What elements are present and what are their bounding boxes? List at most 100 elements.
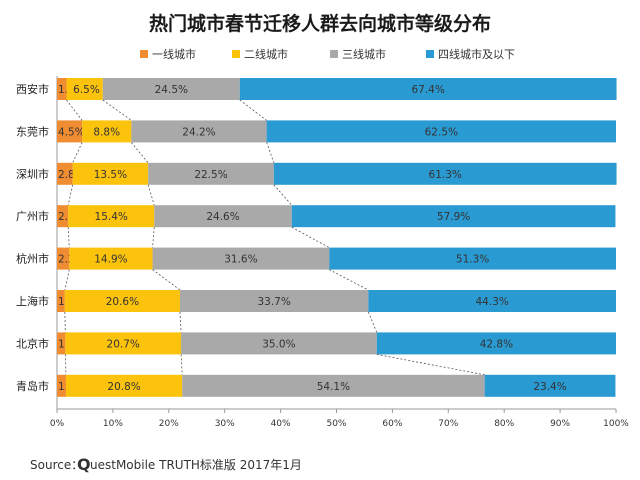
x-tick-label: 0% xyxy=(50,419,65,429)
data-label: 6.5% xyxy=(73,84,100,96)
connector-line xyxy=(67,184,74,206)
source-prefix: Source： xyxy=(30,458,83,472)
x-tick-label: 30% xyxy=(215,419,235,429)
legend-label: 二线城市 xyxy=(244,47,288,61)
x-tick-label: 50% xyxy=(326,419,346,429)
bar-segment xyxy=(82,120,132,143)
x-tick-label: 90% xyxy=(550,419,570,429)
bar-segment xyxy=(65,332,182,355)
data-label: 33.7% xyxy=(257,296,290,308)
bar-segment xyxy=(57,162,73,185)
connector-line xyxy=(180,354,183,375)
data-label: 20.8% xyxy=(107,381,140,393)
bar-segment xyxy=(239,78,617,100)
x-tick-label: 60% xyxy=(382,419,402,429)
bar-segment xyxy=(57,374,66,397)
data-label: 23.4% xyxy=(533,381,566,393)
x-tick-label: 10% xyxy=(103,419,123,429)
data-label: 24.5% xyxy=(155,84,188,96)
bar-segment xyxy=(148,162,274,185)
connector-line xyxy=(64,311,66,333)
bar-segment xyxy=(57,290,65,312)
data-label: 67.4% xyxy=(411,84,444,96)
bar-segment xyxy=(57,205,69,228)
bar-segment xyxy=(179,290,369,312)
bar-segment xyxy=(57,78,67,100)
connector-line xyxy=(239,99,267,121)
connector-line xyxy=(64,269,70,291)
legend-label: 一线城市 xyxy=(152,47,196,61)
legend-swatch xyxy=(330,50,338,58)
x-tick-label: 80% xyxy=(494,419,514,429)
chart-title: 热门城市春节迁移人群去向城市等级分布 xyxy=(149,12,491,35)
data-label: 51.3% xyxy=(456,254,489,266)
x-tick-label: 70% xyxy=(438,419,458,429)
plot-area: 0%10%20%30%40%50%60%70%80%90%100%西安市1.7%… xyxy=(16,76,629,429)
category-label: 西安市 xyxy=(16,82,49,96)
bar-segment xyxy=(69,247,153,270)
bar-segment xyxy=(57,332,66,355)
bar-segment xyxy=(368,290,616,312)
bar-segment xyxy=(376,332,616,355)
data-label: 62.5% xyxy=(425,126,458,138)
connector-line xyxy=(273,184,293,206)
bar-segment xyxy=(152,247,330,270)
category-label: 青岛市 xyxy=(16,379,49,393)
category-label: 上海市 xyxy=(16,294,49,308)
legend-label: 三线城市 xyxy=(342,47,386,61)
legend-swatch xyxy=(426,50,434,58)
bar-segment xyxy=(65,374,183,397)
data-label: 42.8% xyxy=(480,338,513,350)
bar-segment xyxy=(68,205,155,228)
bar-segment xyxy=(273,162,617,185)
bar-segment xyxy=(329,247,616,270)
source-logo-q: Q xyxy=(77,455,91,474)
data-label: 35.0% xyxy=(262,338,295,350)
connector-line xyxy=(102,99,132,121)
bar-segment xyxy=(182,374,485,397)
data-label: 14.9% xyxy=(94,254,127,266)
data-label: 31.6% xyxy=(224,254,257,266)
bar-segment xyxy=(181,332,377,355)
x-tick-label: 100% xyxy=(603,419,629,429)
connector-line xyxy=(131,142,149,164)
connector-line xyxy=(179,311,182,333)
data-label: 24.2% xyxy=(182,126,215,138)
bar-segment xyxy=(291,205,616,228)
bar-segment xyxy=(484,374,616,397)
data-label: 61.3% xyxy=(429,169,462,181)
bar-segment xyxy=(66,78,103,100)
connector-line xyxy=(64,354,67,375)
data-label: 22.5% xyxy=(194,169,227,181)
bar-segment xyxy=(102,78,240,100)
bar-segment xyxy=(266,120,616,143)
data-label: 20.7% xyxy=(107,338,140,350)
data-label: 24.6% xyxy=(206,211,239,223)
legend-swatch xyxy=(232,50,240,58)
connector-line xyxy=(376,354,485,376)
x-tick-label: 20% xyxy=(159,419,179,429)
data-label: 4.5% xyxy=(58,126,85,138)
connector-line xyxy=(266,142,275,163)
connector-line xyxy=(291,226,330,248)
category-label: 广州市 xyxy=(16,209,49,223)
connector-line xyxy=(329,269,369,291)
source-text: uestMobile TRUTH标准版 2017年1月 xyxy=(90,458,302,472)
data-label: 8.8% xyxy=(93,126,120,138)
data-label: 15.4% xyxy=(95,211,128,223)
category-label: 北京市 xyxy=(16,336,49,350)
connector-line xyxy=(72,142,83,163)
legend-swatch xyxy=(140,50,148,58)
data-label: 20.6% xyxy=(106,296,139,308)
connector-line xyxy=(152,269,181,291)
connector-line xyxy=(367,311,378,333)
bar-segment xyxy=(64,290,180,312)
legend-label: 四线城市及以下 xyxy=(438,47,515,61)
connector-line xyxy=(147,184,155,206)
x-tick-label: 40% xyxy=(271,419,291,429)
category-label: 杭州市 xyxy=(16,252,49,266)
bar-segment xyxy=(72,162,149,185)
source-note: Source： Q uestMobile TRUTH标准版 2017年1月 xyxy=(30,455,302,474)
connector-line xyxy=(152,227,155,248)
